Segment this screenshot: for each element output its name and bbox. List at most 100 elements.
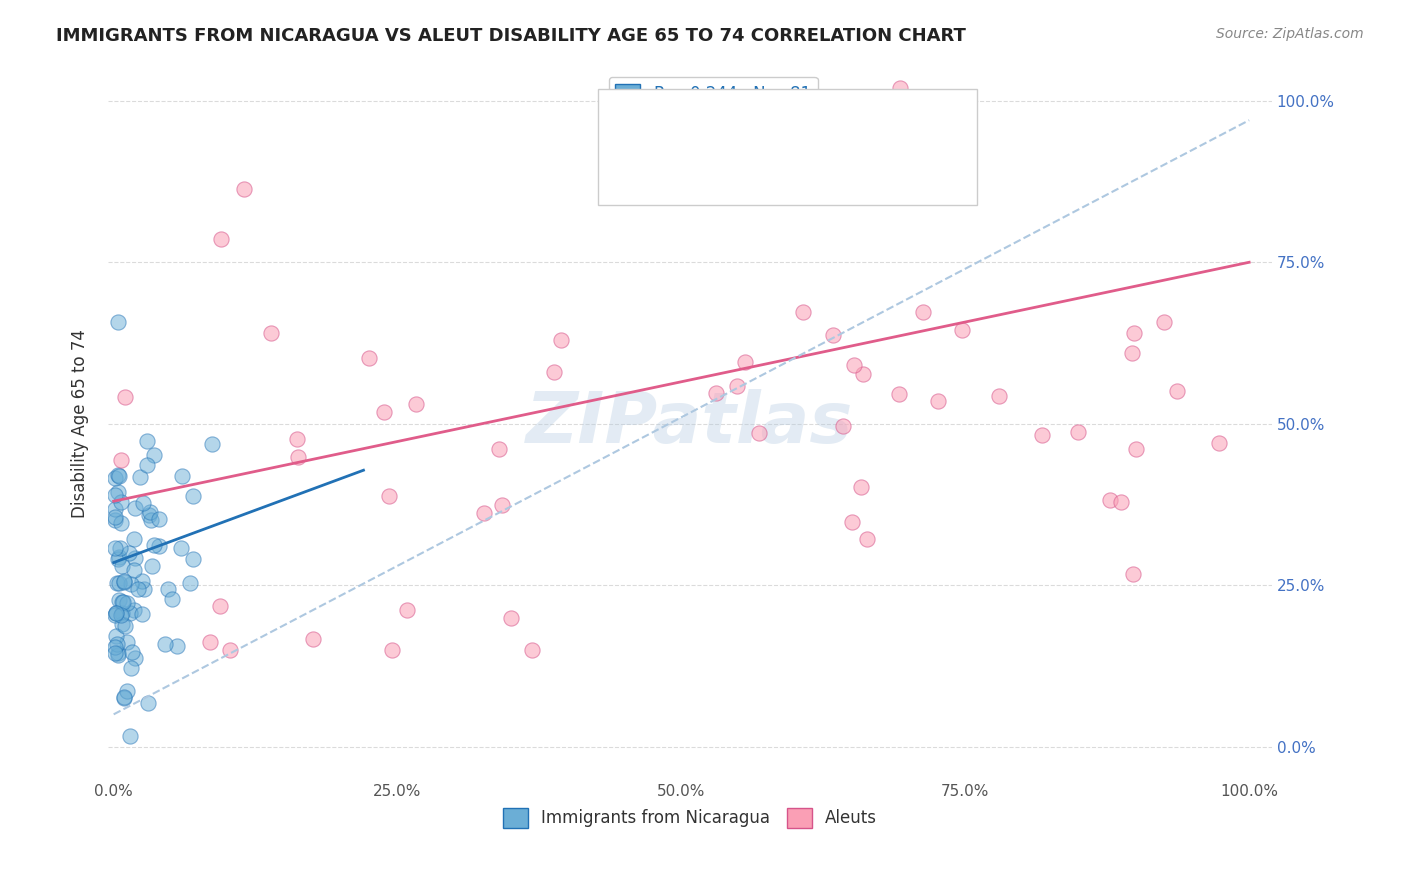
Point — [841, 515, 863, 529]
Text: ZIPatlas: ZIPatlas — [526, 389, 853, 458]
Point — [1208, 435, 1230, 450]
Point — [1122, 567, 1144, 582]
Point — [105, 606, 128, 620]
Point — [141, 513, 163, 527]
Point — [107, 552, 129, 566]
Point — [132, 582, 155, 596]
Point — [1121, 346, 1143, 360]
Point — [359, 351, 381, 365]
Point — [201, 436, 224, 450]
Point — [104, 608, 127, 623]
Point — [124, 651, 146, 665]
Legend: Immigrants from Nicaragua, Aleuts: Immigrants from Nicaragua, Aleuts — [496, 801, 884, 835]
Point — [112, 691, 135, 706]
Point — [520, 642, 543, 657]
Point — [200, 635, 222, 649]
Point — [373, 405, 395, 419]
Point — [381, 642, 404, 657]
Point — [108, 550, 131, 565]
Point — [148, 512, 170, 526]
Point — [160, 591, 183, 606]
Point — [104, 488, 127, 502]
Point — [950, 323, 973, 337]
Point — [821, 327, 844, 342]
Point — [748, 426, 770, 441]
Point — [378, 489, 401, 503]
Point — [112, 690, 135, 705]
Point — [136, 458, 159, 472]
Point — [107, 467, 129, 482]
Point — [120, 661, 142, 675]
Point — [734, 354, 756, 368]
Point — [105, 783, 128, 797]
Point — [142, 538, 165, 552]
Point — [110, 541, 132, 555]
Point — [911, 305, 934, 319]
Point — [988, 389, 1011, 403]
Point — [107, 315, 129, 329]
Point — [927, 394, 949, 409]
Point — [118, 546, 141, 560]
Point — [1031, 428, 1053, 442]
Point — [110, 616, 132, 631]
Point — [550, 333, 572, 347]
Point — [107, 468, 129, 483]
Point — [104, 509, 127, 524]
Point — [792, 305, 814, 319]
Point — [856, 532, 879, 546]
Point — [287, 450, 309, 464]
Point — [285, 432, 308, 446]
Point — [128, 470, 150, 484]
Point — [844, 358, 866, 372]
Point — [122, 533, 145, 547]
Point — [104, 502, 127, 516]
Point — [124, 550, 146, 565]
Point — [104, 541, 127, 555]
Point — [852, 368, 875, 382]
Point — [114, 390, 136, 404]
Point — [131, 574, 153, 589]
Point — [166, 639, 188, 653]
Point — [112, 574, 135, 588]
Point — [124, 603, 146, 617]
Point — [849, 480, 872, 494]
Point — [472, 506, 495, 520]
Point — [1099, 493, 1122, 508]
Point — [110, 494, 132, 508]
Point — [887, 387, 910, 401]
Point — [110, 608, 132, 623]
Point — [157, 582, 180, 596]
Point — [725, 378, 748, 392]
Point — [114, 619, 136, 633]
Point — [1153, 314, 1175, 328]
Point — [117, 634, 139, 648]
Point — [704, 386, 727, 401]
Y-axis label: Disability Age 65 to 74: Disability Age 65 to 74 — [72, 329, 89, 518]
Point — [232, 182, 254, 196]
Point — [110, 453, 132, 467]
Point — [120, 577, 142, 591]
Point — [209, 231, 232, 245]
Point — [104, 628, 127, 642]
Point — [131, 607, 153, 621]
Point — [181, 552, 204, 566]
Point — [104, 471, 127, 485]
Point — [136, 696, 159, 710]
Point — [124, 500, 146, 515]
Point — [112, 575, 135, 590]
Point — [111, 606, 134, 620]
Point — [132, 496, 155, 510]
Point — [219, 642, 242, 657]
Point — [107, 485, 129, 500]
Point — [148, 539, 170, 553]
Point — [499, 610, 522, 624]
Point — [1123, 326, 1146, 340]
Point — [105, 606, 128, 620]
Point — [488, 442, 510, 457]
Point — [120, 729, 142, 743]
Point — [107, 592, 129, 607]
Point — [127, 582, 149, 597]
Point — [138, 508, 160, 523]
Point — [181, 489, 204, 503]
Point — [170, 541, 193, 556]
